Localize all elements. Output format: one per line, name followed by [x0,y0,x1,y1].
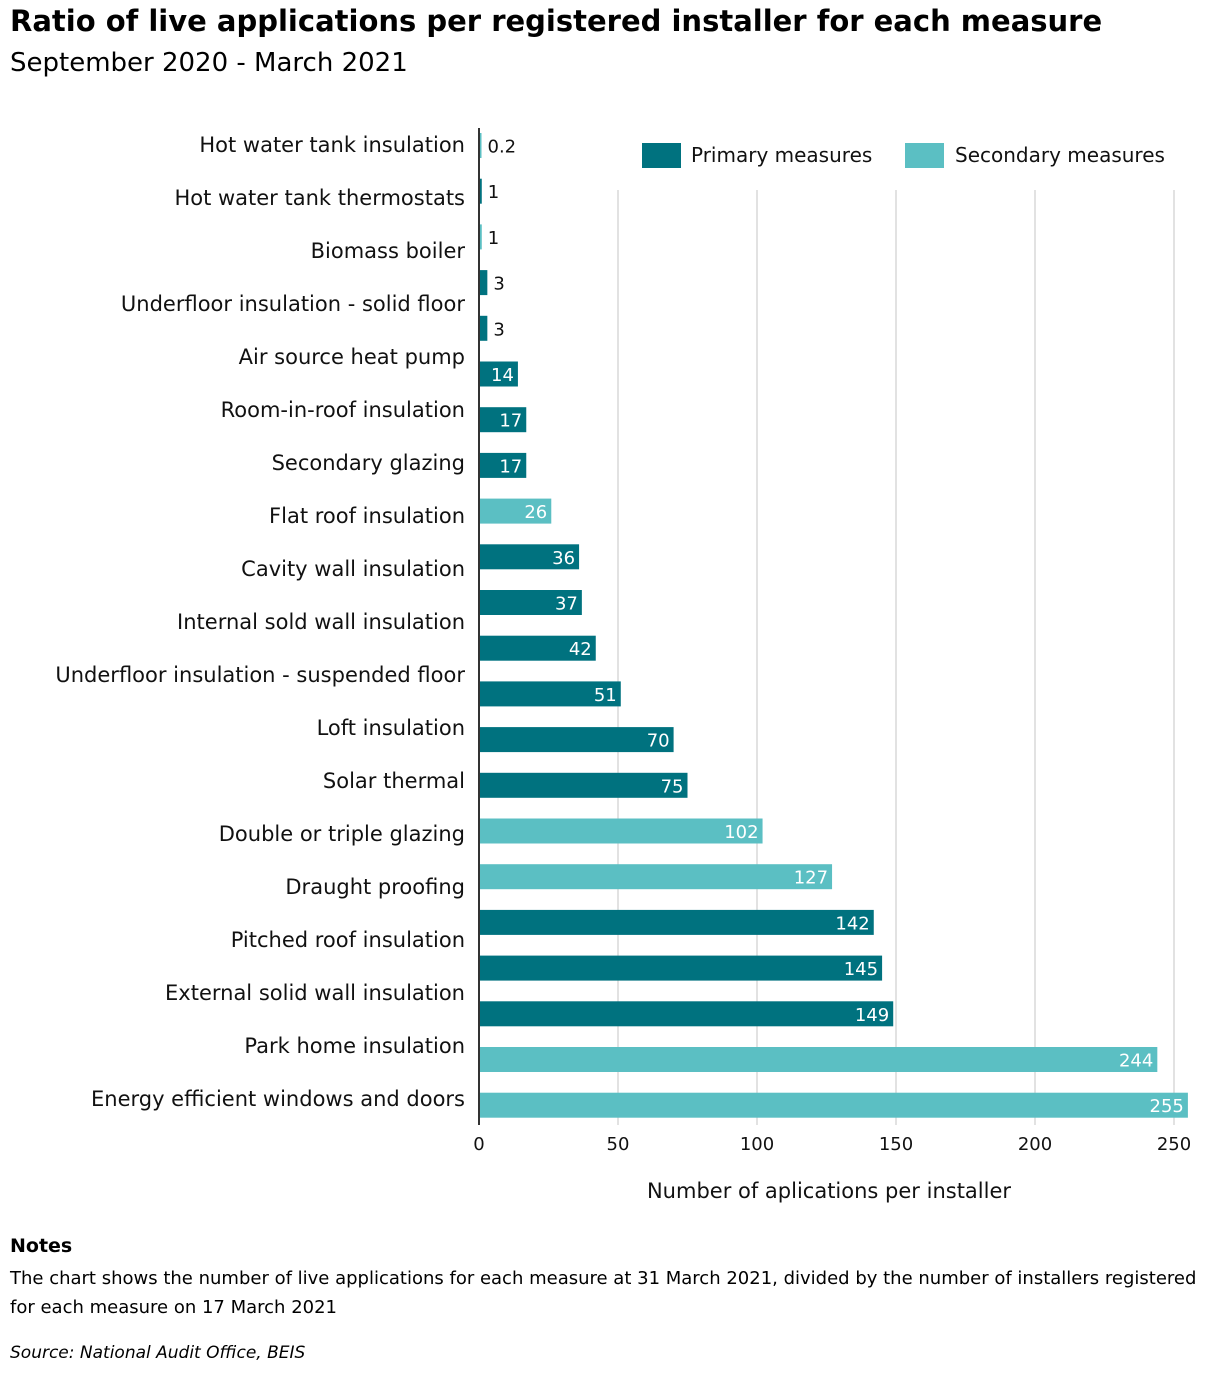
grid-lines [617,190,1175,1125]
bar-value-label: 3 [493,319,504,340]
category-label: Solar thermal [323,769,465,793]
bar [479,727,674,753]
x-tick-label: 200 [1018,1134,1052,1155]
bar-value-label: 127 [794,868,828,889]
source-note: Source: National Audit Office, BEIS [10,1343,306,1363]
bar [479,864,833,890]
bars [479,133,1188,1118]
category-label: Pitched roof insulation [231,928,465,952]
chart-title: Ratio of live applications per registere… [10,4,1103,38]
x-axis-label: Number of aplications per installer [647,1179,1011,1203]
category-label: Secondary glazing [272,451,465,475]
bar-value-label: 3 [493,274,504,295]
bar [479,1092,1188,1118]
bar-value-label: 17 [499,456,522,477]
bar-value-label: 1 [488,182,499,203]
bar [479,224,482,250]
legend-swatch [905,143,944,168]
bar [479,818,763,844]
bar [479,498,552,524]
bar-value-label: 37 [555,594,578,615]
bar [479,909,874,935]
notes-text: The chart shows the number of live appli… [10,1268,1197,1318]
category-label: Room-in-roof insulation [221,398,465,422]
bar-value-label: 1 [488,228,499,249]
category-label: Hot water tank thermostats [174,186,465,210]
bar-value-label: 0.2 [488,137,517,158]
category-label: Park home insulation [244,1034,465,1058]
bar-value-label: 36 [552,548,575,569]
bar-value-label: 145 [844,959,878,980]
bar-value-label: 26 [524,502,547,523]
bar-chart: 0.2 1 1 3 3 14 17 17 26 36 37 42 51 70 75 102 127 142 145 1… [55,128,1191,1203]
legend-swatch [642,143,681,168]
category-label: Internal sold wall insulation [177,610,465,634]
category-label: Air source heat pump [239,345,465,369]
category-label: Flat roof insulation [269,504,465,528]
x-tick-label: 100 [740,1134,774,1155]
category-label: Energy efficient windows and doors [91,1087,465,1111]
bar-value-label: 244 [1119,1051,1153,1072]
bar-value-label: 14 [491,365,514,386]
bar-value-label: 51 [594,685,617,706]
legend-entry-label: Primary measures [691,143,872,167]
bar-value-label: 42 [569,639,592,660]
x-tick-label: 50 [607,1134,630,1155]
bar-value-label: 70 [647,731,670,752]
legend: Primary measures Secondary measures [642,143,1165,168]
bar-value-label: 255 [1150,1096,1184,1117]
category-label: Double or triple glazing [219,822,465,846]
bar [479,590,582,615]
category-labels: Hot water tank insulation Hot water tank … [55,133,465,1111]
bar [479,452,527,478]
x-tick-label: 150 [879,1134,913,1155]
bar [479,178,482,204]
bar [479,315,488,341]
chart-subtitle: September 2020 - March 2021 [10,48,408,78]
bar-value-label: 149 [855,1005,889,1026]
bar-value-label: 17 [499,411,522,432]
bar [479,544,580,570]
bar-value-label: 142 [835,913,869,934]
bar [479,1047,1158,1072]
bar-value-label: 75 [661,776,684,797]
category-label: External solid wall insulation [165,981,465,1005]
bar [479,635,596,661]
category-label: Underfloor insulation - solid floor [121,292,465,316]
x-tick-labels: 0 50 100 150 200 250 [473,1134,1191,1155]
bar [479,772,688,798]
bar-value-label: 102 [724,822,758,843]
bar [479,133,482,158]
value-labels: 0.2 1 1 3 3 14 17 17 26 36 37 42 51 70 75 102 127 142 145 1… [488,137,1184,1118]
bar [479,270,488,296]
x-tick-label: 0 [473,1134,484,1155]
legend-entry-label: Secondary measures [955,143,1165,167]
bar [479,681,621,707]
category-label: Underfloor insulation - suspended floor [55,663,465,687]
category-label: Biomass boiler [311,239,466,263]
bar [479,955,883,981]
notes-heading: Notes [10,1235,73,1257]
x-tick-label: 250 [1157,1134,1191,1155]
category-label: Draught proofing [285,875,465,899]
bar [479,361,518,387]
bar [479,407,527,433]
bar [479,1001,894,1027]
category-label: Hot water tank insulation [199,133,465,157]
category-label: Cavity wall insulation [241,557,465,581]
category-label: Loft insulation [317,716,465,740]
